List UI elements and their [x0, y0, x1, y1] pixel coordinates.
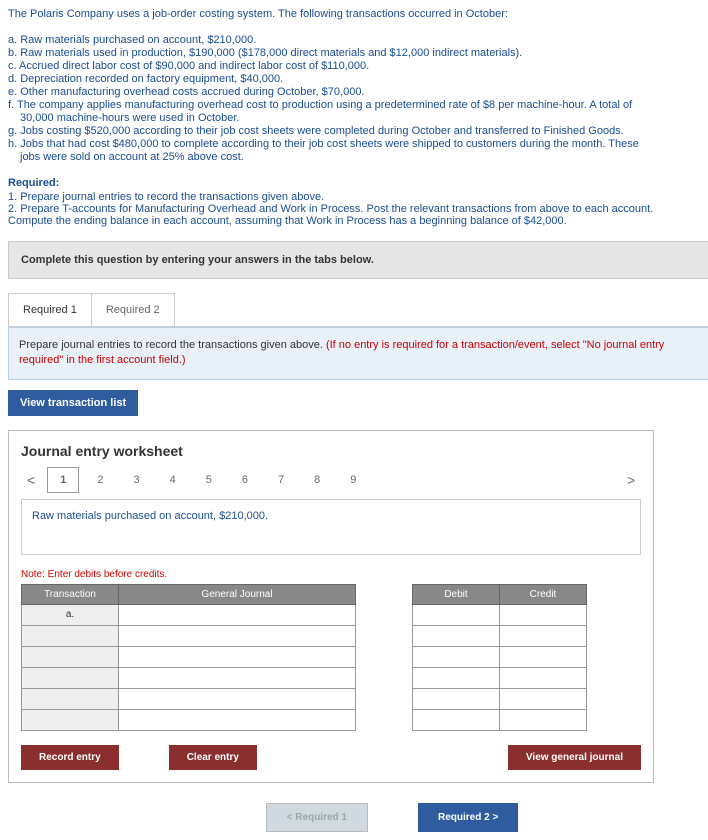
nav-buttons: < Required 1 Required 2 >	[68, 803, 708, 832]
ws-tab-4[interactable]: 4	[158, 468, 188, 492]
note-text: Note: Enter debits before credits.	[21, 569, 641, 580]
item-h-cont: jobs were sold on account at 25% above c…	[20, 151, 708, 163]
journal-entry-table: Transaction General Journal Debit Credit…	[21, 584, 587, 731]
ws-tab-2[interactable]: 2	[85, 468, 115, 492]
table-row	[22, 688, 587, 709]
cell-credit-1[interactable]	[500, 604, 587, 625]
req-3: Compute the ending balance in each accou…	[8, 215, 708, 227]
cell-debit-1[interactable]	[413, 604, 500, 625]
table-row: a.	[22, 604, 587, 625]
tab-required-1[interactable]: Required 1	[8, 293, 92, 326]
item-a: a. Raw materials purchased on account, $…	[8, 34, 708, 46]
info-main: Prepare journal entries to record the tr…	[19, 339, 326, 351]
cell-trans-1: a.	[22, 604, 119, 625]
cell-credit[interactable]	[500, 709, 587, 730]
worksheet-title: Journal entry worksheet	[21, 443, 641, 459]
th-gap	[356, 584, 413, 604]
cell-debit[interactable]	[413, 667, 500, 688]
table-row	[22, 625, 587, 646]
req-1: 1. Prepare journal entries to record the…	[8, 191, 708, 203]
next-arrow-icon[interactable]: >	[621, 472, 641, 488]
cell-account[interactable]	[119, 667, 356, 688]
record-entry-button[interactable]: Record entry	[21, 745, 119, 770]
cell-credit[interactable]	[500, 646, 587, 667]
main-tabs: Required 1 Required 2	[8, 293, 708, 327]
cell-account[interactable]	[119, 646, 356, 667]
table-row	[22, 646, 587, 667]
cell-debit[interactable]	[413, 688, 500, 709]
worksheet: Journal entry worksheet < 1 2 3 4 5 6 7 …	[8, 430, 654, 783]
cell-debit[interactable]	[413, 625, 500, 646]
instruction-text: Complete this question by entering your …	[21, 254, 374, 266]
next-required-button[interactable]: Required 2 >	[418, 803, 518, 832]
tab-required-2[interactable]: Required 2	[91, 293, 175, 326]
cell-account[interactable]	[119, 688, 356, 709]
scenario-header: The Polaris Company uses a job-order cos…	[8, 8, 708, 20]
th-transaction: Transaction	[22, 584, 119, 604]
cell-credit[interactable]	[500, 688, 587, 709]
ws-tab-5[interactable]: 5	[194, 468, 224, 492]
view-transaction-list-button[interactable]: View transaction list	[8, 390, 138, 416]
cell-debit[interactable]	[413, 709, 500, 730]
transaction-list: a. Raw materials purchased on account, $…	[8, 34, 708, 163]
th-general-journal: General Journal	[119, 584, 356, 604]
th-credit: Credit	[500, 584, 587, 604]
prev-arrow-icon[interactable]: <	[21, 472, 41, 488]
worksheet-buttons: Record entry Clear entry View general jo…	[21, 745, 641, 770]
ws-tab-3[interactable]: 3	[121, 468, 151, 492]
item-d: d. Depreciation recorded on factory equi…	[8, 73, 708, 85]
table-row	[22, 709, 587, 730]
item-h: h. Jobs that had cost $480,000 to comple…	[8, 138, 708, 150]
ws-tab-1[interactable]: 1	[47, 467, 79, 493]
item-g: g. Jobs costing $520,000 according to th…	[8, 125, 708, 137]
item-c: c. Accrued direct labor cost of $90,000 …	[8, 60, 708, 72]
cell-debit[interactable]	[413, 646, 500, 667]
worksheet-description: Raw materials purchased on account, $210…	[21, 499, 641, 555]
ws-tab-6[interactable]: 6	[230, 468, 260, 492]
cell-account[interactable]	[119, 625, 356, 646]
cell-account[interactable]	[119, 709, 356, 730]
clear-entry-button[interactable]: Clear entry	[169, 745, 257, 770]
worksheet-tabs: < 1 2 3 4 5 6 7 8 9 >	[21, 467, 641, 493]
instruction-box: Complete this question by entering your …	[8, 241, 708, 279]
required-text: 1. Prepare journal entries to record the…	[8, 191, 708, 227]
table-row	[22, 667, 587, 688]
prev-required-button[interactable]: < Required 1	[266, 803, 368, 832]
item-e: e. Other manufacturing overhead costs ac…	[8, 86, 708, 98]
required-title: Required:	[8, 177, 708, 189]
cell-account-1[interactable]	[119, 604, 356, 625]
ws-tab-8[interactable]: 8	[302, 468, 332, 492]
item-f-cont: 30,000 machine-hours were used in Octobe…	[20, 112, 708, 124]
cell-credit[interactable]	[500, 667, 587, 688]
th-debit: Debit	[413, 584, 500, 604]
item-b: b. Raw materials used in production, $19…	[8, 47, 708, 59]
item-f: f. The company applies manufacturing ove…	[8, 99, 708, 111]
ws-tab-7[interactable]: 7	[266, 468, 296, 492]
req-2: 2. Prepare T-accounts for Manufacturing …	[8, 203, 708, 215]
cell-credit[interactable]	[500, 625, 587, 646]
ws-desc-text: Raw materials purchased on account, $210…	[32, 510, 630, 522]
view-general-journal-button[interactable]: View general journal	[508, 745, 641, 770]
info-box: Prepare journal entries to record the tr…	[8, 327, 708, 380]
ws-tab-9[interactable]: 9	[338, 468, 368, 492]
